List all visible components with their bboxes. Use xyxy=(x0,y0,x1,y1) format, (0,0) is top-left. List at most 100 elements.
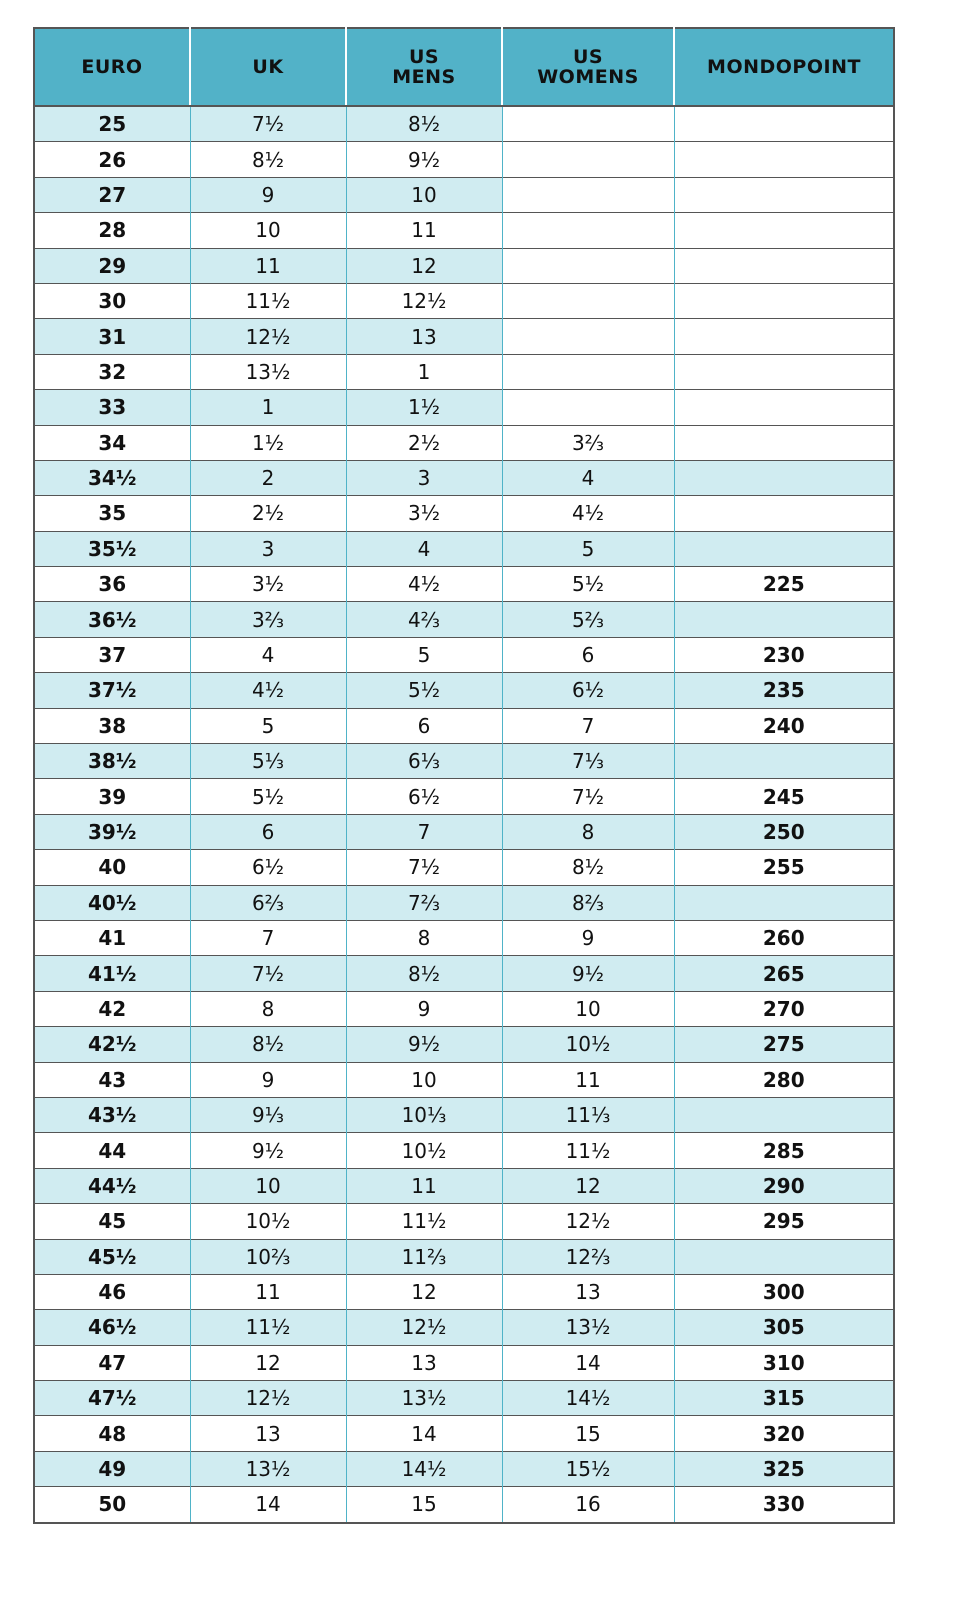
cell-uk: 13½ xyxy=(189,1450,346,1487)
table-row: 38 5 6 7 240 xyxy=(34,707,894,744)
table-row: 37 4 5 6 230 xyxy=(34,636,894,673)
cell-mondopoint xyxy=(673,353,894,390)
cell-us-womens: 5½ xyxy=(501,566,674,602)
cell-euro: 41 xyxy=(34,919,190,956)
header-us-mens: US MENS xyxy=(345,28,502,107)
cell-euro: 28 xyxy=(34,212,190,249)
cell-uk: 8 xyxy=(189,990,346,1027)
cell-uk: 4 xyxy=(189,636,346,673)
cell-us-mens: 5½ xyxy=(345,672,502,709)
table-row: 44 9½ 10½ 11½ 285 xyxy=(34,1132,894,1169)
cell-uk: 11 xyxy=(189,1273,346,1310)
cell-uk: 11½ xyxy=(189,1309,346,1346)
cell-euro: 34 xyxy=(34,424,190,461)
cell-us-mens: 9 xyxy=(345,990,502,1027)
cell-mondopoint xyxy=(673,495,894,532)
cell-us-womens xyxy=(501,212,674,249)
cell-us-mens: 11 xyxy=(345,1167,502,1204)
table-row: 42 8 9 10 270 xyxy=(34,990,894,1027)
table-row: 44½ 10 11 12 290 xyxy=(34,1167,894,1204)
table-row: 43 9 10 11 280 xyxy=(34,1061,894,1098)
cell-us-mens: 11½ xyxy=(345,1203,502,1239)
table-row: 42½ 8½ 9½ 10½ 275 xyxy=(34,1026,894,1063)
cell-euro: 45 xyxy=(34,1203,190,1239)
cell-us-mens: 6½ xyxy=(345,778,502,815)
cell-euro: 41½ xyxy=(34,955,190,992)
cell-mondopoint: 275 xyxy=(673,1026,894,1063)
cell-uk: 7½ xyxy=(189,105,346,142)
cell-us-womens: 9½ xyxy=(501,955,674,992)
cell-us-womens: 8⅔ xyxy=(501,884,674,921)
cell-us-womens: 9 xyxy=(501,919,674,956)
cell-uk: 10 xyxy=(189,212,346,249)
cell-us-mens: 11 xyxy=(345,212,502,249)
table-row: 49 13½ 14½ 15½ 325 xyxy=(34,1450,894,1487)
cell-us-mens: 8½ xyxy=(345,955,502,992)
cell-us-womens xyxy=(501,318,674,355)
cell-uk: 9 xyxy=(189,1061,346,1098)
cell-uk: 9½ xyxy=(189,1132,346,1169)
cell-mondopoint: 310 xyxy=(673,1344,894,1381)
cell-mondopoint xyxy=(673,247,894,284)
cell-us-mens: 11⅔ xyxy=(345,1238,502,1275)
cell-us-womens: 11 xyxy=(501,1061,674,1098)
table-row: 34 1½ 2½ 3⅔ xyxy=(34,424,894,461)
table-row: 35½ 3 4 5 xyxy=(34,530,894,567)
cell-euro: 25 xyxy=(34,105,190,142)
table-row: 30 11½ 12½ xyxy=(34,282,894,319)
cell-mondopoint: 255 xyxy=(673,849,894,886)
cell-uk: 1 xyxy=(189,389,346,426)
cell-us-womens: 6½ xyxy=(501,672,674,709)
cell-mondopoint: 300 xyxy=(673,1273,894,1310)
cell-us-mens: 14½ xyxy=(345,1450,502,1487)
cell-us-womens: 14½ xyxy=(501,1380,674,1416)
cell-euro: 26 xyxy=(34,141,190,178)
cell-mondopoint: 265 xyxy=(673,955,894,992)
cell-euro: 31 xyxy=(34,318,190,355)
cell-euro: 49 xyxy=(34,1450,190,1487)
cell-euro: 46 xyxy=(34,1273,190,1310)
cell-mondopoint: 225 xyxy=(673,566,894,602)
cell-us-mens: 7⅔ xyxy=(345,884,502,921)
cell-uk: 7½ xyxy=(189,955,346,992)
cell-us-womens xyxy=(501,282,674,319)
cell-uk: 1½ xyxy=(189,424,346,461)
cell-euro: 37½ xyxy=(34,672,190,709)
cell-euro: 47½ xyxy=(34,1380,190,1416)
cell-us-womens: 13 xyxy=(501,1273,674,1310)
table-row: 34½ 2 3 4 xyxy=(34,459,894,496)
cell-uk: 12 xyxy=(189,1344,346,1381)
cell-euro: 38½ xyxy=(34,743,190,779)
cell-uk: 4½ xyxy=(189,672,346,709)
cell-us-mens: 10½ xyxy=(345,1132,502,1169)
cell-mondopoint xyxy=(673,389,894,426)
cell-euro: 46½ xyxy=(34,1309,190,1346)
cell-us-mens: 13 xyxy=(345,318,502,355)
cell-euro: 34½ xyxy=(34,459,190,496)
cell-us-mens: 4⅔ xyxy=(345,601,502,638)
cell-mondopoint: 260 xyxy=(673,919,894,956)
cell-mondopoint xyxy=(673,424,894,461)
cell-mondopoint xyxy=(673,530,894,567)
cell-us-mens: 9½ xyxy=(345,1026,502,1063)
header-row: EURO UK US MENS US WOMENS MONDOPOINT xyxy=(34,28,894,107)
cell-us-womens xyxy=(501,247,674,284)
table-row: 25 7½ 8½ xyxy=(34,105,894,142)
cell-mondopoint: 315 xyxy=(673,1380,894,1416)
cell-euro: 42½ xyxy=(34,1026,190,1063)
header-euro: EURO xyxy=(34,28,190,107)
cell-mondopoint xyxy=(673,601,894,638)
cell-euro: 37 xyxy=(34,636,190,673)
cell-mondopoint: 290 xyxy=(673,1167,894,1204)
cell-us-mens: 13½ xyxy=(345,1380,502,1416)
cell-euro: 44½ xyxy=(34,1167,190,1204)
cell-us-mens: 3½ xyxy=(345,495,502,532)
table-row: 48 13 14 15 320 xyxy=(34,1415,894,1452)
cell-uk: 10⅔ xyxy=(189,1238,346,1275)
cell-uk: 12½ xyxy=(189,1380,346,1416)
header-uk: UK xyxy=(189,28,346,107)
cell-mondopoint: 245 xyxy=(673,778,894,815)
cell-us-womens: 6 xyxy=(501,636,674,673)
cell-uk: 10½ xyxy=(189,1203,346,1239)
cell-us-womens xyxy=(501,176,674,213)
